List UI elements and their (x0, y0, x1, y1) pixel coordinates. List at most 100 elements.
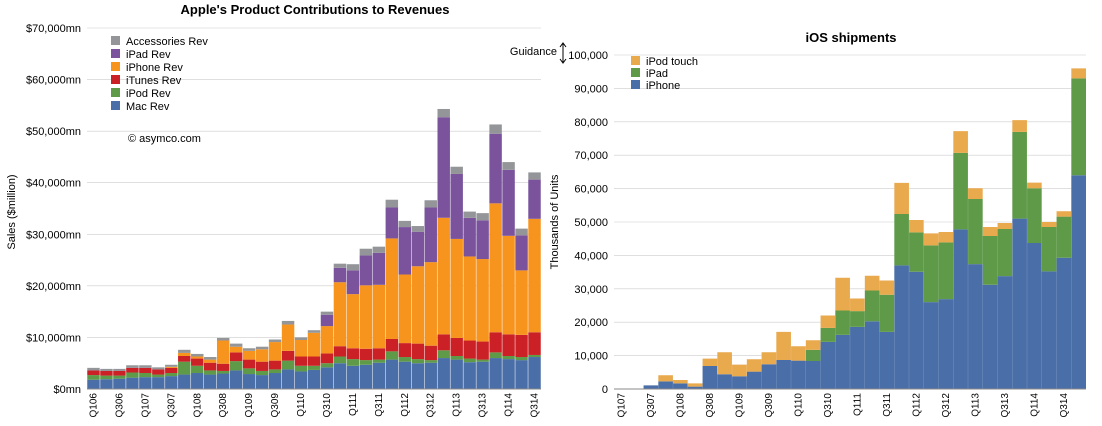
bar-segment (463, 211, 476, 218)
bar-segment (372, 359, 386, 363)
x-tick-label: Q113 (452, 393, 463, 417)
bar-segment (528, 357, 541, 389)
x-tick-label: Q311 (882, 393, 893, 417)
x-tick-label: Q310 (823, 393, 834, 418)
bar-segment (450, 355, 463, 360)
x-tick-label: Q309 (270, 393, 281, 418)
bar-segment (216, 363, 230, 371)
bar-segment (411, 343, 424, 360)
legend-swatch (111, 49, 120, 58)
bar-segment (346, 348, 360, 360)
x-tick-label: Q110 (296, 393, 307, 417)
bar-segment (191, 365, 204, 374)
bar-segment (489, 332, 502, 353)
bar-segment (437, 334, 450, 351)
bar-segment (437, 350, 450, 359)
bar-segment (437, 108, 450, 118)
chart-title: iOS shipments (805, 30, 896, 45)
y-tick-label: $10,000mn (26, 332, 81, 344)
bar-segment (450, 166, 463, 174)
bar-segment (178, 374, 191, 389)
bar-segment (346, 270, 360, 295)
bar-segment (204, 362, 217, 371)
bar-segment (165, 376, 178, 389)
area-series-ipod-touch (614, 68, 1086, 390)
bar-segment (281, 360, 295, 370)
bar-segment (268, 373, 282, 389)
x-tick-label: Q108 (675, 393, 686, 418)
bar-segment (281, 324, 295, 351)
y-tick-label: 0 (602, 384, 608, 396)
legend-label: iPod touch (646, 56, 698, 68)
x-tick-label: Q308 (705, 393, 716, 418)
bar-segment (489, 124, 502, 134)
x-tick-label: Q311 (374, 393, 385, 417)
bar-segment (242, 368, 256, 375)
bar-segment (320, 353, 334, 364)
legend-label: iPad (646, 68, 668, 80)
bar-segment (463, 340, 476, 359)
bar-segment (476, 213, 489, 221)
x-tick-label: Q314 (1059, 393, 1070, 418)
bar-segment (178, 355, 191, 362)
bar-segment (502, 359, 515, 389)
bar-segment (268, 360, 282, 370)
bar-segment (307, 369, 321, 389)
x-tick-label: Q107 (140, 393, 151, 418)
y-tick-label: 90,000 (574, 83, 608, 95)
bar-segment (126, 365, 139, 368)
bar-segment (294, 371, 308, 389)
bar-segment (372, 362, 386, 389)
bar-segment (320, 367, 334, 389)
bar-segment (411, 363, 424, 389)
legend-label: iPhone Rev (126, 62, 183, 74)
x-tick-label: Q112 (911, 393, 922, 417)
bar-segment (216, 337, 230, 341)
bar-segment (307, 330, 321, 333)
bar-segment (191, 358, 204, 366)
bar-segment (87, 370, 100, 376)
bar-segment (398, 361, 412, 389)
bar-segment (204, 370, 217, 375)
bar-segment (333, 282, 347, 347)
copyright-annotation: © asymco.com (128, 133, 201, 145)
bar-segment (385, 359, 399, 389)
y-axis-label: Thousands of Units (549, 174, 561, 269)
bar-segment (359, 364, 373, 389)
x-tick-label: Q112 (400, 393, 411, 417)
bar-segment (489, 352, 502, 359)
x-tick-label: Q313 (478, 393, 489, 418)
bar-segment (216, 370, 230, 374)
bar-segment (489, 358, 502, 389)
bar-segment (281, 369, 295, 389)
bar-segment (139, 367, 152, 374)
legend-swatch (111, 101, 120, 110)
bar-segment (346, 294, 360, 349)
bar-segment (100, 375, 113, 380)
x-tick-label: Q111 (348, 393, 359, 416)
bar-segment (100, 368, 113, 371)
bar-segment (87, 367, 100, 371)
bar-segment (424, 207, 437, 263)
y-tick-label: $40,000mn (26, 178, 81, 190)
x-tick-label: Q110 (793, 393, 804, 417)
legend-label: iTunes Rev (126, 75, 182, 87)
y-tick-label: 70,000 (574, 150, 608, 162)
x-tick-label: Q108 (192, 393, 203, 418)
bar-segment (333, 267, 347, 283)
chart-title: Apple's Product Contributions to Revenue… (181, 2, 450, 17)
bar-segment (424, 360, 437, 363)
bar-segment (320, 314, 334, 327)
bar-segment (528, 172, 541, 180)
bar-segment (294, 340, 308, 357)
bar-segment (229, 361, 243, 371)
bar-segment (398, 220, 412, 228)
bar-segment (476, 259, 489, 342)
bar-segment (528, 179, 541, 219)
bar-segment (515, 235, 528, 271)
bar-segment (424, 362, 437, 389)
x-tick-label: Q109 (244, 393, 255, 418)
x-tick-label: Q306 (114, 393, 125, 418)
bar-segment (450, 238, 463, 338)
bar-segment (255, 349, 269, 362)
